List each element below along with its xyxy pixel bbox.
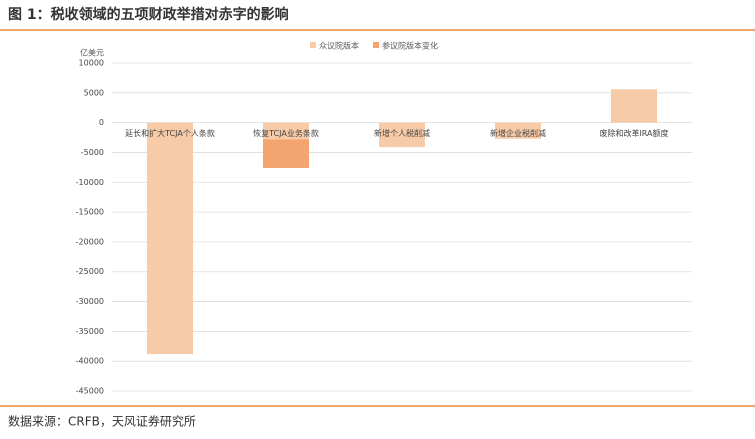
x-tick-label: 新增企业税削减 <box>490 128 546 138</box>
bar <box>263 139 309 168</box>
x-tick-label: 延长和扩大TCJA个人条款 <box>125 128 215 138</box>
y-tick-label: -25000 <box>76 267 104 276</box>
legend-label: 众议院版本 <box>319 41 359 51</box>
y-tick-label: -40000 <box>76 357 104 366</box>
y-tick-label: -20000 <box>76 237 104 246</box>
y-tick-label: -30000 <box>76 297 104 306</box>
legend-swatch <box>373 42 379 48</box>
x-tick-label: 新增个人税削减 <box>374 128 430 138</box>
y-tick-label: -10000 <box>76 178 104 187</box>
figure-title: 图 1：税收领域的五项财政举措对赤字的影响 <box>8 6 289 23</box>
bar <box>147 122 193 355</box>
y-tick-label: 0 <box>99 118 104 127</box>
y-tick-label: 10000 <box>79 59 104 68</box>
source-note: 数据来源：CRFB，天风证券研究所 <box>8 414 196 429</box>
legend-swatch <box>310 42 316 48</box>
y-tick-label: -15000 <box>76 208 104 217</box>
bar <box>611 89 657 123</box>
y-axis-unit: 亿美元 <box>80 48 104 58</box>
x-tick-label: 恢复TCJA业务条款 <box>253 128 319 138</box>
bar <box>379 122 425 148</box>
y-tick-label: -35000 <box>76 327 104 336</box>
legend-label: 参议院版本变化 <box>382 41 438 51</box>
y-tick-label: -5000 <box>81 148 104 157</box>
y-tick-label: -45000 <box>76 387 104 396</box>
y-tick-label: 5000 <box>84 88 104 97</box>
bar <box>263 122 309 140</box>
x-tick-label: 废除和改革IRA额度 <box>599 128 668 138</box>
bar <box>495 122 541 139</box>
